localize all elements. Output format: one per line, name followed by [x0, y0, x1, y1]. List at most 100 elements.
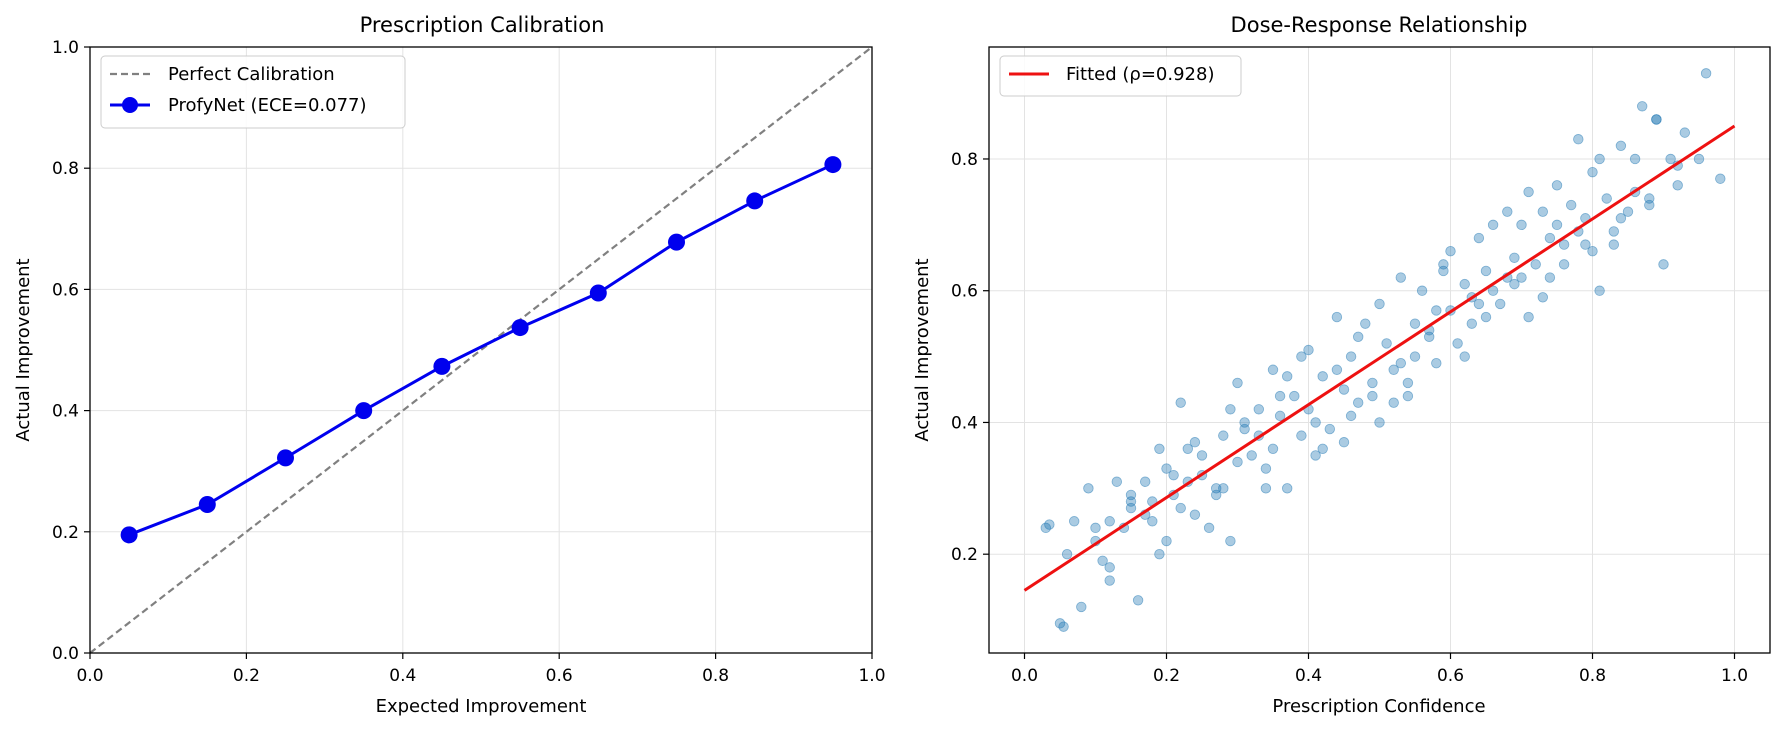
scatter-point	[1189, 437, 1201, 448]
scatter-point	[1218, 430, 1229, 441]
profynet-point	[511, 319, 529, 337]
y-tick-label: 1.0	[52, 38, 79, 58]
scatter-point	[1580, 239, 1591, 250]
scatter-point	[1104, 575, 1115, 586]
scatter-point	[1516, 272, 1527, 283]
scatter-point	[1565, 199, 1577, 211]
dose-response-grid	[989, 47, 1770, 653]
calibration-x-ticks: 0.0 0.2 0.4 0.6 0.8 1.0	[76, 653, 886, 686]
scatter-point	[1210, 489, 1222, 501]
scatter-point	[1324, 423, 1336, 435]
scatter-point	[1509, 252, 1520, 263]
scatter-point	[1182, 443, 1194, 455]
calibration-legend: Perfect Calibration ProfyNet (ECE=0.077)	[100, 55, 406, 129]
scatter-point	[1267, 364, 1279, 375]
scatter-point	[1352, 331, 1364, 343]
scatter-point	[1665, 153, 1676, 165]
scatter-point	[1083, 483, 1094, 494]
scatter-point	[1260, 463, 1272, 474]
scatter-point	[1310, 450, 1321, 461]
scatter-point	[1601, 193, 1612, 204]
y-tick-label: 0.8	[951, 150, 978, 170]
scatter-point	[1551, 219, 1563, 231]
scatter-point	[1147, 516, 1158, 527]
profynet-point	[355, 402, 373, 420]
scatter-point	[1076, 601, 1087, 613]
scatter-point	[1608, 226, 1620, 237]
scatter-point	[1537, 292, 1549, 303]
scatter-point	[1409, 351, 1421, 362]
scatter-point	[1516, 219, 1527, 231]
scatter-point	[1679, 127, 1691, 138]
scatter-point	[1587, 166, 1598, 178]
scatter-point	[1672, 180, 1683, 191]
legend-profynet-label: ProfyNet (ECE=0.077)	[168, 95, 367, 116]
scatter-point	[1125, 502, 1137, 514]
scatter-point	[1594, 285, 1605, 296]
y-tick-label: 0.2	[951, 545, 978, 565]
scatter-point	[1487, 219, 1499, 231]
scatter-point	[1452, 338, 1463, 349]
scatter-point	[1473, 298, 1485, 310]
scatter-point	[1558, 239, 1570, 250]
scatter-point	[1175, 502, 1186, 514]
scatter-point	[1388, 397, 1399, 408]
x-tick-label: 0.0	[76, 666, 103, 686]
scatter-point	[1196, 450, 1208, 461]
dose-response-x-axis-label: Prescription Confidence	[1272, 696, 1485, 717]
scatter-point	[1416, 285, 1428, 296]
scatter-point	[1274, 410, 1286, 422]
scatter-point	[1068, 516, 1080, 527]
dose-response-chart-title: Dose-Response Relationship	[1231, 13, 1528, 37]
scatter-point	[1381, 338, 1392, 349]
scatter-point	[1154, 548, 1165, 560]
calibration-legend-box	[100, 55, 406, 129]
scatter-point	[1480, 311, 1492, 323]
scatter-point	[1693, 153, 1705, 165]
calibration-y-axis-label: Actual Improvement	[13, 258, 34, 441]
scatter-point	[1132, 595, 1144, 606]
profynet-line	[128, 163, 834, 537]
scatter-point	[1700, 68, 1712, 79]
scatter-point	[1274, 390, 1286, 402]
perfect-calibration-line	[89, 46, 873, 654]
scatter-point	[1551, 180, 1563, 191]
profynet-point	[433, 357, 451, 375]
scatter-point	[1502, 206, 1513, 217]
scatter-point	[1615, 213, 1627, 224]
scatter-point	[1409, 318, 1421, 329]
calibration-plot-area	[89, 46, 873, 654]
scatter-point	[1345, 410, 1357, 422]
y-tick-label: 0.8	[52, 159, 79, 179]
scatter-point	[1331, 364, 1343, 375]
scatter-point	[1622, 206, 1634, 217]
y-tick-label: 0.6	[52, 280, 79, 300]
scatter-point	[1558, 259, 1570, 270]
dose-response-y-axis-label: Actual Improvement	[912, 258, 933, 441]
scatter-point	[1374, 298, 1385, 310]
x-tick-label: 0.2	[233, 666, 260, 686]
profynet-point	[589, 284, 607, 302]
y-tick-label: 0.0	[52, 644, 79, 664]
scatter-point	[1473, 232, 1485, 244]
scatter-point	[1175, 397, 1186, 408]
legend-perfect-label: Perfect Calibration	[168, 64, 335, 85]
scatter-point	[1232, 456, 1243, 468]
scatter-point	[1338, 384, 1350, 395]
scatter-point	[1058, 621, 1069, 632]
calibration-x-axis-label: Expected Improvement	[376, 696, 587, 717]
y-tick-label: 0.4	[52, 402, 79, 422]
scatter-point	[1544, 232, 1556, 244]
scatter-point	[1296, 430, 1307, 441]
scatter-point	[1438, 259, 1449, 270]
y-tick-label: 0.6	[951, 282, 978, 302]
scatter-point	[1487, 285, 1499, 296]
scatter-point	[1317, 443, 1328, 455]
scatter-point	[1367, 377, 1378, 389]
scatter-point	[1338, 437, 1350, 448]
profynet-point	[198, 496, 216, 514]
scatter-point	[1345, 351, 1357, 362]
profynet-point	[746, 192, 764, 210]
